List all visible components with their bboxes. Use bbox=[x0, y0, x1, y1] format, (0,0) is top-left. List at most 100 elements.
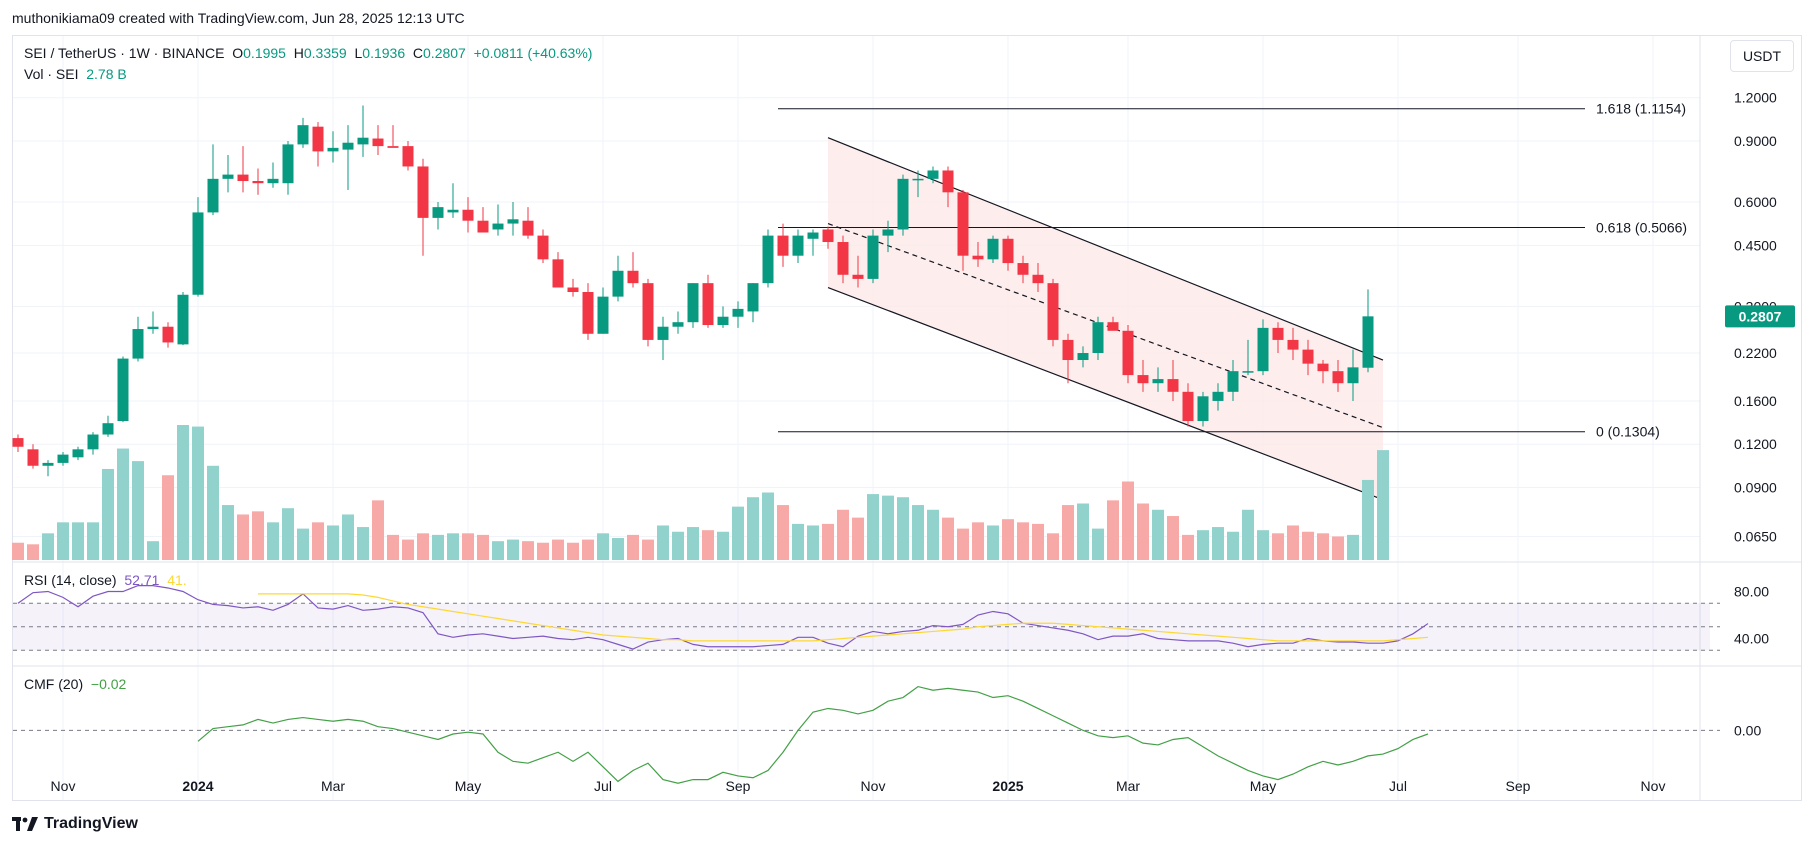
candle-body bbox=[147, 326, 159, 330]
candle-body bbox=[882, 229, 894, 236]
candle-body bbox=[762, 235, 774, 284]
volume-bar bbox=[1002, 519, 1014, 560]
candle-body bbox=[672, 322, 684, 327]
rsi-line bbox=[17, 585, 1429, 650]
volume-bar bbox=[987, 525, 999, 560]
currency-button[interactable]: USDT bbox=[1730, 40, 1794, 72]
volume-bar bbox=[252, 511, 264, 560]
volume-bar bbox=[1182, 534, 1194, 560]
candle-body bbox=[477, 220, 489, 233]
candle-body bbox=[1077, 353, 1089, 361]
low-label: L bbox=[354, 45, 363, 61]
volume-bar bbox=[627, 534, 639, 560]
candle-body bbox=[192, 212, 204, 295]
channel-upper-line bbox=[827, 137, 1384, 361]
price-axis: 1.20000.90000.60000.45000.30000.22000.16… bbox=[1725, 90, 1795, 544]
volume-bars bbox=[12, 425, 1389, 560]
rsi-ma-value: 41. bbox=[167, 572, 187, 588]
volume-bar bbox=[1242, 509, 1254, 560]
candle-body bbox=[87, 434, 99, 450]
volume-bar bbox=[147, 541, 159, 560]
volume-bar bbox=[927, 509, 939, 560]
volume-bar bbox=[687, 527, 699, 560]
candle-body bbox=[222, 174, 234, 179]
rsi-label[interactable]: RSI (14, close) bbox=[24, 572, 117, 588]
volume-bar bbox=[1347, 534, 1359, 560]
fib-level-label: 0 (0.1304) bbox=[1596, 424, 1660, 440]
volume-bar bbox=[477, 534, 489, 560]
volume-bar bbox=[777, 505, 789, 560]
open-value: 0.1995 bbox=[243, 45, 286, 61]
volume-bar bbox=[1317, 533, 1329, 560]
volume-bar bbox=[402, 539, 414, 560]
volume-bar bbox=[747, 497, 759, 560]
volume-bar bbox=[1257, 530, 1269, 560]
symbol-name[interactable]: SEI / TetherUS · 1W · BINANCE bbox=[24, 45, 225, 61]
volume-bar bbox=[72, 522, 84, 560]
candle-body bbox=[12, 438, 24, 447]
tradingview-logo-icon bbox=[12, 817, 38, 831]
time-tick-label: Nov bbox=[861, 778, 886, 794]
volume-bar bbox=[267, 522, 279, 560]
price-tick-label: 0.1200 bbox=[1734, 436, 1777, 452]
volume-bar bbox=[882, 495, 894, 560]
volume-bar bbox=[852, 517, 864, 560]
cmf-label[interactable]: CMF (20) bbox=[24, 676, 84, 692]
time-tick-label: Nov bbox=[51, 778, 76, 794]
channel-lower-line bbox=[827, 286, 1384, 501]
volume-bar bbox=[807, 525, 819, 560]
cmf-line bbox=[197, 685, 1429, 784]
time-tick-label: 2024 bbox=[182, 778, 213, 794]
candle-body bbox=[1317, 363, 1329, 372]
candle-body bbox=[1002, 238, 1014, 264]
candlesticks bbox=[12, 105, 1374, 477]
candle-body bbox=[597, 296, 609, 334]
volume-bar bbox=[867, 494, 879, 560]
chart-attribution: muthonikiama09 created with TradingView.… bbox=[12, 10, 465, 26]
volume-bar bbox=[1167, 516, 1179, 560]
volume-bar bbox=[1137, 503, 1149, 560]
candle-body bbox=[1347, 367, 1359, 384]
volume-bar bbox=[237, 514, 249, 560]
volume-bar bbox=[1107, 500, 1119, 560]
cmf-tick-label: 0.00 bbox=[1734, 722, 1761, 738]
candle-body bbox=[132, 329, 144, 359]
candle-body bbox=[537, 235, 549, 260]
candle-body bbox=[687, 283, 699, 323]
candle-body bbox=[1137, 375, 1149, 384]
candle-body bbox=[702, 283, 714, 326]
candle-body bbox=[252, 181, 264, 184]
fib-level-label: 0.618 (0.5066) bbox=[1596, 219, 1687, 235]
candle-body bbox=[1062, 339, 1074, 361]
candle-body bbox=[447, 209, 459, 213]
chart-frame bbox=[12, 35, 1802, 801]
price-tick-label: 0.2200 bbox=[1734, 345, 1777, 361]
candle-body bbox=[822, 229, 834, 243]
volume-bar bbox=[1092, 528, 1104, 560]
volume-bar bbox=[702, 530, 714, 560]
volume-bar bbox=[42, 533, 54, 560]
high-value: 0.3359 bbox=[303, 45, 347, 61]
volume-bar bbox=[222, 505, 234, 560]
volume-bar bbox=[657, 525, 669, 560]
candle-body bbox=[207, 178, 219, 213]
candle-body bbox=[942, 170, 954, 193]
last-price-label: 0.2807 bbox=[1739, 308, 1782, 324]
candle-body bbox=[42, 462, 54, 466]
volume-value: 2.78 B bbox=[86, 66, 127, 82]
candle-body bbox=[552, 259, 564, 288]
candle-body bbox=[102, 423, 114, 435]
volume-bar bbox=[192, 426, 204, 560]
volume-bar bbox=[672, 531, 684, 560]
volume-bar bbox=[582, 539, 594, 560]
footer-brand: TradingView bbox=[44, 815, 138, 832]
volume-label[interactable]: Vol · SEI bbox=[24, 66, 79, 82]
volume-bar bbox=[1212, 527, 1224, 560]
grid-lines bbox=[13, 36, 1801, 800]
candle-body bbox=[312, 126, 324, 152]
candle-body bbox=[957, 192, 969, 256]
volume-bar bbox=[297, 528, 309, 560]
candle-body bbox=[1272, 327, 1284, 340]
candle-body bbox=[387, 146, 399, 148]
